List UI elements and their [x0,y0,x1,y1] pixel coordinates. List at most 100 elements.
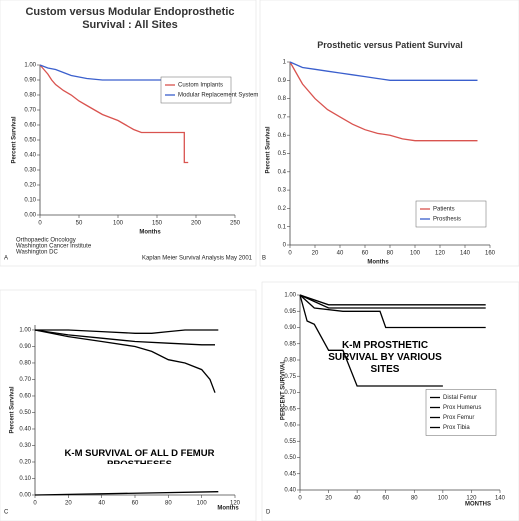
x-tick-label: 0 [33,501,37,507]
x-tick-label: 140 [495,496,506,502]
chart-title-box: K-M PROSTHETIC SURVIVAL BY VARIOUS SITES [328,340,442,375]
y-tick-label: 0.1 [278,224,287,230]
y-tick-label: 0.30 [19,443,31,449]
survival-curve [34,491,219,496]
y-tick-label: 0.90 [284,325,296,331]
x-tick-label: 40 [337,251,344,257]
x-tick-label: 250 [230,221,241,227]
x-tick-label: 40 [98,501,105,507]
y-tick-label: 0.30 [24,168,36,174]
y-tick-label: 0.85 [284,341,296,347]
y-tick-label: 0.5 [278,151,287,157]
x-tick-label: 0 [38,221,42,227]
x-tick-label: 120 [466,496,477,502]
x-tick-label: 20 [312,251,319,257]
legend-box [415,200,487,228]
y-tick-label: 1.00 [19,328,31,334]
footnote: Orthopaedic Oncology [16,238,76,244]
panel-frame [0,0,257,267]
chart-title-box: Custom versus Modular Endoprosthetic Sur… [25,6,235,32]
y-tick-label: 0.2 [278,206,287,212]
y-tick-label: 0.9 [278,78,287,84]
legend-label: Modular Replacement System [178,93,258,99]
y-tick-label: 0.8 [278,96,287,102]
y-tick-label: 0.55 [284,439,296,445]
y-tick-label: 0.10 [24,198,36,204]
x-tick-label: 120 [435,251,446,257]
y-tick-label: 0.00 [24,213,36,219]
footnote: Washington DC [16,250,58,256]
y-tick-label: 0.60 [24,123,36,129]
legend-label: Prosthesis [433,217,461,223]
y-tick-label: 0.4 [278,169,287,175]
x-tick-label: 20 [325,496,332,502]
y-axis-label: Percent Survival [10,386,16,433]
y-tick-label: 0.75 [284,374,296,380]
y-tick-label: 0.20 [24,183,36,189]
source-note: Kaplan Meier Survival Analysis May 2001 [142,256,253,262]
y-tick-label: 1 [283,60,287,66]
panel-label: A [4,256,8,262]
footnote: Washington Cancer Institute [16,244,92,250]
legend-label: Prox Femur [443,415,474,421]
legend-label: Patients [433,207,455,213]
survival-curve [299,294,486,309]
x-axis-label: Months [367,260,389,266]
x-axis-label: Months [217,506,239,512]
y-axis-label: Percent Survival [266,126,272,173]
y-axis-label: Percent Survival [12,116,18,163]
y-tick-label: 0.90 [19,344,31,350]
y-tick-label: 0.90 [24,78,36,84]
survival-curve [299,294,443,387]
x-tick-label: 60 [132,501,139,507]
x-tick-label: 60 [382,496,389,502]
y-tick-label: 0.00 [19,493,31,499]
panel-frame [0,289,257,521]
y-tick-label: 0.60 [19,394,31,400]
x-tick-label: 20 [65,501,72,507]
y-tick-label: 0.45 [284,471,296,477]
survival-curve [289,61,478,142]
y-tick-label: 1.00 [24,63,36,69]
y-tick-label: 0.40 [24,153,36,159]
y-tick-label: 0.50 [24,138,36,144]
x-axis-label: Months [139,230,161,236]
survival-curve [34,329,216,393]
survival-curve [34,329,215,346]
x-tick-label: 0 [288,251,292,257]
x-tick-label: 100 [197,501,208,507]
x-tick-label: 100 [438,496,449,502]
y-tick-label: 0.10 [19,476,31,482]
chart-title: Custom versus Modular Endoprosthetic Sur… [25,6,235,32]
panel-frame [261,281,519,521]
y-tick-label: 0.7 [278,114,287,120]
y-tick-label: 0.70 [24,108,36,114]
x-tick-label: 60 [362,251,369,257]
y-tick-label: 0.65 [284,406,296,412]
legend-box [160,76,232,104]
survival-curve [289,61,478,81]
x-tick-label: 140 [460,251,471,257]
y-tick-label: 0.20 [19,460,31,466]
y-tick-label: 0.60 [284,423,296,429]
survival-curve [39,64,165,81]
chart-title: Prosthetic versus Patient Survival [317,40,463,50]
x-tick-label: 200 [191,221,202,227]
x-tick-label: 160 [485,251,496,257]
chart-title-box: Prosthetic versus Patient Survival [317,40,463,50]
legend-label: Prox Humerus [443,405,481,411]
y-tick-label: 0.40 [284,488,296,494]
x-tick-label: 100 [410,251,421,257]
survival-curve [299,294,486,306]
x-tick-label: 50 [76,221,83,227]
x-tick-label: 120 [230,501,241,507]
legend-label: Distal Femur [443,395,477,401]
chart-title: K-M SURVIVAL OF ALL D FEMUR PROSTHESES [64,448,215,464]
y-axis-label: PERCENT SURVIVAL [281,360,287,420]
x-tick-label: 0 [298,496,302,502]
legend-label: Prox Tibia [443,425,470,431]
panel-label: D [266,510,271,516]
panel-label: C [4,510,9,516]
